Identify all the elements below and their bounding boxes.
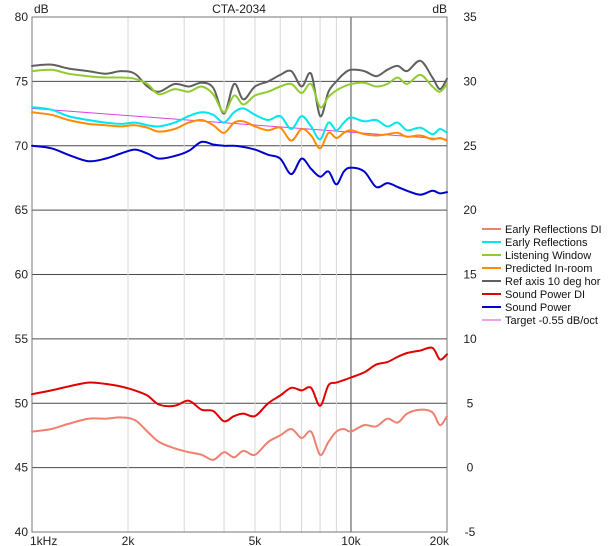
legend-label-listening-window: Listening Window [505,250,591,262]
y-tick-label-left: 65 [15,203,29,217]
y-tick-label-right: -5 [465,525,476,539]
grid [31,16,448,533]
y-tick-label-left: 70 [15,139,29,153]
series-line-listening-window [31,68,448,114]
y-tick-label-right: 35 [463,10,477,24]
y-tick-label-right: 15 [463,268,477,282]
y-tick-label-left: 80 [15,10,29,24]
series-line-predicted-in-room [31,111,448,150]
series-layer [31,59,448,461]
legend-label-early-reflections-di: Early Reflections DI [505,224,602,236]
axis-layer: 40 45 50 55 60 65 70 75 80 -5 0 5 10 15 20 25 30 35 1kHz 2k… [15,10,477,546]
y-tick-label-left: 45 [15,461,29,475]
legend-label-target-0-55-db-oct: Target -0.55 dB/oct [505,315,598,327]
series-line-ref-axis-10-deg-hor [31,59,448,118]
y-tick-label-left: 50 [15,396,29,410]
y-tick-label-right: 30 [463,74,477,88]
y-tick-label-left: 40 [15,525,29,539]
legend-label-early-reflections: Early Reflections [505,237,588,249]
right-axis-unit: dB [432,2,447,16]
plot-frame [31,16,448,533]
legend-label-sound-power: Sound Power [505,302,571,314]
series-line-sound-power-di [31,346,448,423]
x-tick-label: 10k [341,534,361,546]
y-tick-label-left: 55 [15,332,29,346]
series-line-early-reflections [31,106,448,141]
chart-title: CTA-2034 [212,2,266,16]
series-line-early-reflections-di [31,408,448,461]
left-axis-unit: dB [34,2,49,16]
y-tick-label-right: 10 [463,332,477,346]
x-tick-label: 2k [122,534,136,546]
y-tick-label-left: 75 [15,74,29,88]
y-tick-label-right: 0 [467,461,474,475]
legend-label-ref-axis-10-deg-hor: Ref axis 10 deg hor [505,276,601,288]
y-tick-label-right: 20 [463,203,477,217]
y-tick-label-right: 5 [467,396,474,410]
legend-label-sound-power-di: Sound Power DI [505,289,585,301]
series-line-sound-power [31,140,448,196]
y-tick-label-right: 25 [463,139,477,153]
y-tick-label-left: 60 [15,268,29,282]
x-tick-label: 1kHz [30,534,57,546]
x-tick-label: 5k [249,534,263,546]
x-tick-label: 20k [430,534,450,546]
legend-label-predicted-in-room: Predicted In-room [505,263,592,275]
